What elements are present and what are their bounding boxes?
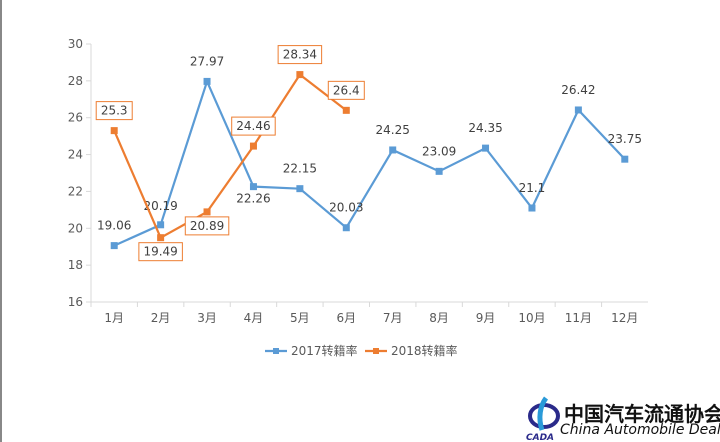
y-tick-label: 24 xyxy=(68,148,83,162)
data-label: 25.3 xyxy=(101,104,128,118)
x-tick-label: 10月 xyxy=(518,311,545,325)
data-label: 26.4 xyxy=(333,83,360,97)
series-line-2018 xyxy=(113,72,347,240)
left-border xyxy=(0,0,2,442)
data-point xyxy=(249,142,257,150)
data-label: 24.46 xyxy=(236,119,270,133)
data-point xyxy=(110,127,118,135)
y-tick-label: 16 xyxy=(68,295,83,309)
logo-english-text: China Automobile Dealers xyxy=(560,422,720,438)
data-point xyxy=(482,144,490,152)
logo-chinese-text: 中国汽车流通协会 xyxy=(564,402,720,426)
legend-marker xyxy=(373,348,379,354)
x-tick-label: 4月 xyxy=(244,311,264,325)
data-label-box xyxy=(277,45,323,65)
data-label-box xyxy=(95,101,133,121)
y-tick-label: 22 xyxy=(68,184,83,198)
data-point xyxy=(342,106,350,114)
data-point xyxy=(157,234,165,242)
data-point xyxy=(110,242,118,250)
cada-emblem-icon: CADA xyxy=(526,396,560,442)
x-tick-label: 6月 xyxy=(336,311,356,325)
x-tick-label: 2月 xyxy=(151,311,171,325)
data-point xyxy=(157,221,165,229)
data-point xyxy=(528,204,536,212)
data-point xyxy=(621,155,629,163)
x-tick-label: 12月 xyxy=(611,311,638,325)
y-tick-label: 18 xyxy=(68,258,83,272)
data-label: 27.97 xyxy=(190,54,224,68)
legend-marker xyxy=(273,348,279,354)
data-label-box xyxy=(138,242,183,262)
data-point xyxy=(203,208,211,216)
data-label: 23.75 xyxy=(608,132,642,146)
data-point xyxy=(296,71,304,79)
cada-logo: CADA 中国汽车流通协会 China Automobile Dealers xyxy=(524,396,720,442)
data-label: 23.09 xyxy=(422,144,456,158)
legend-label: 2018转籍率 xyxy=(391,343,458,358)
data-label: 20.89 xyxy=(190,219,224,233)
data-label: 22.26 xyxy=(236,192,270,206)
data-point xyxy=(249,183,257,191)
data-label: 21.1 xyxy=(519,181,546,195)
data-point xyxy=(342,224,350,232)
y-tick-label: 20 xyxy=(68,221,83,235)
data-point xyxy=(389,146,397,154)
data-point xyxy=(296,185,304,193)
data-label: 19.49 xyxy=(143,245,177,259)
data-point xyxy=(435,167,443,175)
data-label: 24.35 xyxy=(468,121,502,135)
series-line-2017 xyxy=(113,78,626,247)
data-point xyxy=(574,106,582,114)
x-tick-label: 7月 xyxy=(383,311,403,325)
data-label: 28.34 xyxy=(283,48,317,62)
x-tick-label: 11月 xyxy=(565,311,592,325)
y-tick-label: 30 xyxy=(68,37,83,51)
data-label-box xyxy=(184,216,230,236)
x-tick-label: 8月 xyxy=(429,311,449,325)
legend-label: 2017转籍率 xyxy=(291,343,358,358)
data-label-box xyxy=(231,116,276,136)
data-label: 22.15 xyxy=(283,162,317,176)
y-tick-label: 28 xyxy=(68,74,83,88)
data-point xyxy=(203,77,211,85)
x-tick-label: 9月 xyxy=(476,311,496,325)
y-tick-label: 26 xyxy=(68,111,83,125)
data-label: 24.25 xyxy=(376,123,410,137)
data-label: 20.03 xyxy=(329,201,363,215)
data-label: 19.06 xyxy=(97,219,131,233)
data-label-box xyxy=(327,80,365,100)
data-label: 26.42 xyxy=(561,83,595,97)
x-tick-label: 3月 xyxy=(197,311,217,325)
x-tick-label: 1月 xyxy=(104,311,124,325)
svg-text:CADA: CADA xyxy=(526,433,554,442)
data-label: 20.19 xyxy=(143,199,177,213)
x-tick-label: 5月 xyxy=(290,311,310,325)
